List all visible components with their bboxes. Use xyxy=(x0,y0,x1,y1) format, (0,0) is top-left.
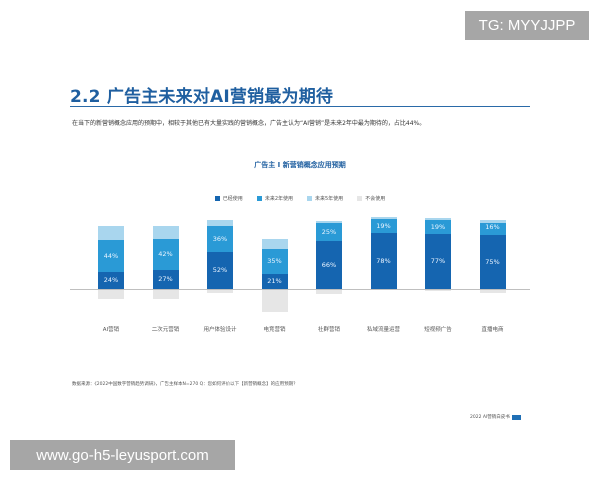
bar-segment: 16% xyxy=(479,223,506,235)
page-subtitle: 在当下的新营销概念应用的预期中，相较于其他已有大量实践的营销概念，广告主认为“A… xyxy=(72,120,426,127)
bar-segment: 19% xyxy=(425,219,451,234)
bar-segment: 78% xyxy=(370,232,397,289)
legend-item-already: 已经使用 xyxy=(214,195,243,202)
x-axis-category-label: AI营销 xyxy=(102,327,120,333)
legend-label: 未来5年使用 xyxy=(315,196,344,202)
legend-swatch-icon xyxy=(214,196,220,201)
bar-segment-never xyxy=(261,290,288,313)
bar-segment xyxy=(152,226,179,240)
bar-segment-never xyxy=(98,290,124,299)
bar-segment: 77% xyxy=(425,233,451,289)
bar-segment: 66% xyxy=(316,241,342,289)
watermark-url: www.go-h5-leyusport.com xyxy=(10,440,235,470)
bar-segment-never xyxy=(316,290,342,294)
bar-segment: 35% xyxy=(261,248,288,274)
bar-segment xyxy=(479,219,506,224)
page-title: 2.2 广告主未来对AI营销最为期待 xyxy=(70,87,334,107)
bar-segment: 42% xyxy=(152,239,179,270)
chart-title: 广告主 I 新营销概念应用预期 xyxy=(254,161,346,169)
legend-item-next2: 未来2年使用 xyxy=(256,195,293,202)
x-axis-category-label: 二次元营销 xyxy=(151,327,180,333)
bar-segment-never xyxy=(479,290,506,293)
x-axis-category-label: 用户体验设计 xyxy=(203,327,237,333)
x-axis-category-label: 社群营销 xyxy=(317,327,340,333)
bar-segment: 24% xyxy=(98,271,124,289)
legend-swatch-icon xyxy=(357,196,363,201)
bar-segment-never xyxy=(425,290,451,291)
bar-segment xyxy=(98,225,124,241)
page-number-badge xyxy=(511,414,521,420)
x-axis-category-label: 私域流量运营 xyxy=(366,327,400,333)
data-source-note: 数据来源：《2022中国数字营销趋势调研》，广告主样本N=270 Q：您如何评价… xyxy=(72,382,298,387)
bar-segment: 25% xyxy=(316,223,342,242)
legend-label: 未来2年使用 xyxy=(264,196,293,202)
title-divider xyxy=(70,106,530,107)
legend-item-never: 不会使用 xyxy=(357,195,385,202)
x-axis-category-label: 直播电商 xyxy=(481,327,504,333)
bar-segment: 75% xyxy=(479,235,506,289)
legend-item-next5: 未来5年使用 xyxy=(307,195,343,202)
bar-segment xyxy=(261,239,288,249)
chart-plot-area: 24% 44% AI营销 27% 42% 二次元营销 52% 36% 用户体验设计 21% 35% 电… xyxy=(70,200,530,340)
bar-segment: 52% xyxy=(207,251,233,289)
legend-label: 不会使用 xyxy=(365,196,386,202)
footer-text: 2022 AI营销白皮书 xyxy=(470,415,510,420)
bar-segment-never xyxy=(152,290,179,300)
legend-swatch-icon xyxy=(256,196,262,201)
bar-segment xyxy=(207,219,233,226)
x-axis-category-label: 短视频广告 xyxy=(424,327,452,333)
bar-segment-never xyxy=(207,290,233,293)
bar-segment: 27% xyxy=(152,269,179,289)
bar-segment xyxy=(316,220,342,224)
chart-baseline xyxy=(70,289,530,290)
bar-segment: 21% xyxy=(261,273,288,289)
legend-label: 已经使用 xyxy=(222,196,243,202)
bar-segment: 36% xyxy=(207,225,233,252)
page-footer: 2022 AI营销白皮书 xyxy=(470,414,521,420)
x-axis-category-label: 电竞营销 xyxy=(263,327,286,333)
bar-segment: 19% xyxy=(370,219,397,233)
legend-swatch-icon xyxy=(307,196,312,201)
bar-segment xyxy=(425,217,451,220)
bar-segment xyxy=(370,217,397,220)
chart-legend: 已经使用 未来2年使用 未来5年使用 不会使用 xyxy=(0,195,600,202)
watermark-tg: TG: MYYJJPP xyxy=(465,11,589,40)
bar-segment: 44% xyxy=(98,240,124,272)
